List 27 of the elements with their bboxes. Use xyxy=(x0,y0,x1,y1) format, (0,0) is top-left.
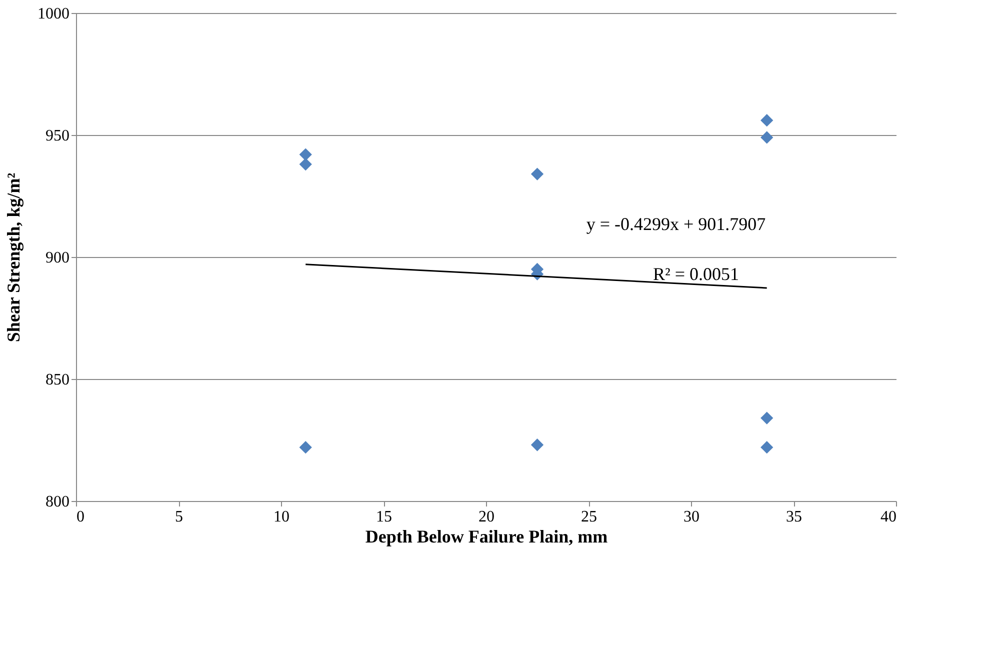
point xyxy=(760,131,774,144)
x-axis-title: Depth Below Failure Plain, mm xyxy=(365,526,608,546)
x-tick-label: 40 xyxy=(880,508,896,526)
y-tick-label: 850 xyxy=(46,372,70,388)
x-tick-label: 30 xyxy=(684,508,700,526)
x-tick-label: 15 xyxy=(376,508,392,526)
point xyxy=(760,114,774,127)
point xyxy=(299,158,312,171)
y-tick-label: 1000 xyxy=(38,6,70,22)
annotation: y = -0.4299x + 901.7907 xyxy=(586,214,766,234)
x-tick-label: 20 xyxy=(478,508,494,526)
y-axis-title: Shear Strength, kg/m² xyxy=(4,172,24,342)
point xyxy=(299,148,312,161)
y-tick-label: 950 xyxy=(46,128,70,144)
y-tick-label: 900 xyxy=(46,250,70,266)
annotation: R² = 0.0051 xyxy=(652,264,740,284)
x-tick-label: 25 xyxy=(581,508,597,526)
x-tick-label: 0 xyxy=(76,508,84,526)
y-tick-label: 800 xyxy=(46,494,70,510)
point xyxy=(760,440,774,454)
point xyxy=(530,438,544,452)
point xyxy=(299,440,312,454)
x-tick-label: 35 xyxy=(786,508,802,526)
x-tick-label: 10 xyxy=(274,508,290,526)
x-tick-label: 5 xyxy=(175,508,183,526)
point xyxy=(530,168,544,180)
point xyxy=(760,412,774,424)
